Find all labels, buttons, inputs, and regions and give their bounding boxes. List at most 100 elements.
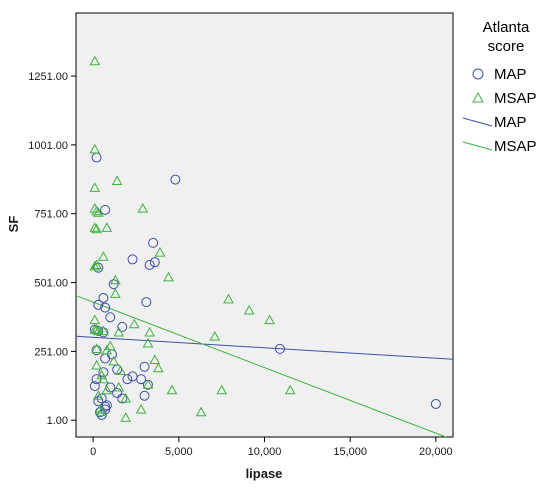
- legend-label: MSAP: [494, 138, 537, 155]
- y-tick-label: 1.00: [47, 415, 68, 427]
- legend-label: MSAP: [494, 90, 537, 107]
- point-msap: [142, 337, 154, 348]
- point-msap: [91, 205, 102, 216]
- point-map: [93, 299, 104, 310]
- point-msap: [96, 406, 108, 417]
- legend-swatch: [462, 141, 493, 151]
- point-msap: [223, 293, 234, 304]
- point-msap: [98, 373, 109, 384]
- point-map: [141, 297, 152, 308]
- point-msap: [135, 403, 147, 414]
- point-map: [91, 345, 102, 356]
- data-points: [89, 55, 441, 422]
- point-map: [274, 343, 285, 354]
- y-tick-label: 751.00: [34, 209, 68, 221]
- point-msap: [98, 251, 109, 261]
- point-msap: [91, 359, 102, 370]
- x-tick-label: 10,000: [248, 446, 282, 458]
- point-map: [117, 393, 128, 404]
- y-tick-label: 1001.00: [28, 140, 68, 152]
- point-msap: [209, 330, 221, 341]
- point-msap: [104, 340, 116, 351]
- point-msap: [98, 325, 109, 336]
- point-msap: [89, 55, 101, 66]
- point-map: [112, 387, 123, 398]
- y-tick-label: 251.00: [34, 346, 68, 358]
- point-msap: [243, 304, 255, 315]
- point-msap: [101, 222, 113, 232]
- x-tick-label: 20,000: [419, 446, 453, 458]
- point-map: [139, 390, 150, 401]
- y-axis-title: SF: [6, 216, 21, 233]
- point-map: [93, 396, 104, 407]
- x-tick-label: 0: [90, 446, 96, 458]
- point-map: [100, 204, 111, 215]
- point-msap: [264, 314, 275, 325]
- point-msap: [91, 343, 102, 353]
- point-msap: [154, 246, 166, 257]
- point-msap: [113, 326, 125, 337]
- point-msap: [120, 392, 132, 403]
- legend-entry-msap-line: MSAP: [462, 138, 537, 155]
- point-msap: [91, 324, 102, 334]
- point-msap: [101, 384, 113, 395]
- point-msap: [166, 384, 178, 395]
- legend: Atlanta score MAP MSAP MAP MSAP: [462, 19, 537, 155]
- point-map: [117, 321, 128, 332]
- point-map: [136, 374, 147, 385]
- point-map: [127, 254, 138, 265]
- legend-label: MAP: [494, 114, 527, 131]
- point-map: [89, 381, 100, 392]
- point-msap: [89, 143, 101, 154]
- legend-entry-map-line: MAP: [462, 114, 527, 131]
- y-tick-label: 1251.00: [28, 71, 68, 83]
- legend-label: MAP: [494, 66, 527, 83]
- legend-entry-map-marker: MAP: [472, 66, 527, 83]
- point-msap: [91, 223, 102, 234]
- fit-line-map: [75, 335, 454, 360]
- point-map: [139, 361, 150, 372]
- point-msap: [89, 314, 101, 325]
- x-axis-title: lipase: [246, 466, 283, 481]
- point-msap: [144, 326, 156, 337]
- point-msap: [120, 412, 132, 422]
- x-axis: 0 5,000 10,000 15,000 20,000: [90, 437, 453, 458]
- point-msap: [92, 325, 104, 336]
- y-axis: 1.00 251.00 501.00 751.00 1001.00 1251.00: [28, 71, 76, 427]
- fit-lines: [75, 295, 454, 438]
- point-msap: [92, 207, 104, 217]
- point-msap: [89, 260, 101, 271]
- point-msap: [137, 202, 149, 213]
- point-map: [170, 174, 181, 185]
- point-msap: [163, 271, 174, 282]
- x-tick-label: 15,000: [333, 446, 367, 458]
- point-msap: [284, 384, 296, 395]
- fit-line-msap: [75, 295, 447, 438]
- point-map: [98, 367, 109, 378]
- point-msap: [110, 288, 121, 298]
- point-map: [105, 312, 116, 323]
- x-tick-label: 5,000: [165, 446, 193, 458]
- point-map: [98, 292, 109, 303]
- plot-area: [75, 12, 454, 438]
- legend-swatch: [462, 117, 493, 127]
- point-msap: [216, 384, 228, 395]
- point-map: [100, 302, 111, 313]
- legend-entry-msap-marker: MSAP: [472, 90, 537, 107]
- legend-swatch: [472, 91, 484, 103]
- legend-swatch: [472, 68, 484, 80]
- point-msap: [142, 379, 154, 389]
- point-msap: [113, 381, 125, 392]
- point-map: [148, 237, 159, 248]
- point-msap: [89, 182, 101, 192]
- legend-title-line-1: Atlanta: [483, 19, 530, 36]
- point-msap: [108, 355, 120, 366]
- point-map: [144, 259, 155, 270]
- y-tick-label: 501.00: [34, 278, 68, 290]
- point-msap: [195, 406, 207, 417]
- point-msap: [128, 318, 140, 329]
- point-msap: [111, 175, 123, 185]
- point-msap: [115, 365, 126, 375]
- point-msap: [91, 259, 102, 269]
